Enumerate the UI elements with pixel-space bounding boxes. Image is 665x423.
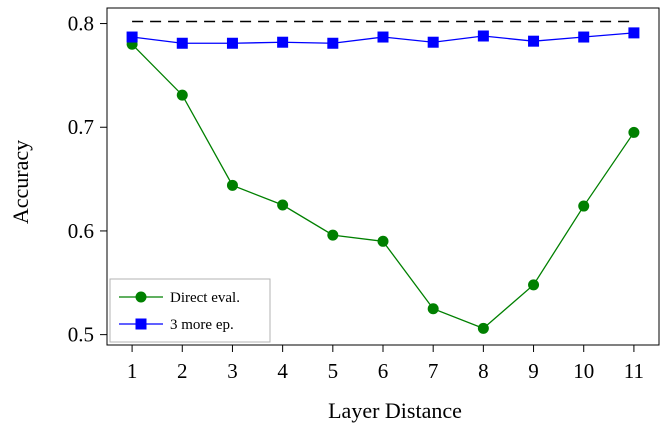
data-point bbox=[277, 199, 289, 211]
data-point bbox=[377, 235, 389, 247]
legend-marker bbox=[135, 318, 147, 330]
x-tick-label: 6 bbox=[378, 359, 389, 383]
y-tick-label: 0.7 bbox=[68, 115, 94, 139]
x-tick-label: 11 bbox=[624, 359, 644, 383]
data-point bbox=[176, 89, 188, 101]
x-tick-label: 9 bbox=[528, 359, 539, 383]
data-point bbox=[628, 27, 640, 39]
data-point bbox=[327, 37, 339, 49]
data-point bbox=[477, 322, 489, 334]
data-point bbox=[477, 30, 489, 42]
data-point bbox=[427, 36, 439, 48]
x-tick-label: 4 bbox=[277, 359, 288, 383]
data-point bbox=[327, 229, 339, 241]
x-tick-label: 10 bbox=[573, 359, 594, 383]
y-axis-label: Accuracy bbox=[8, 140, 33, 224]
legend: Direct eval. 3 more ep. bbox=[109, 278, 271, 343]
y-tick-label: 0.5 bbox=[68, 323, 94, 347]
data-point bbox=[277, 36, 289, 48]
data-point bbox=[578, 200, 590, 212]
x-tick-label: 1 bbox=[127, 359, 138, 383]
data-point bbox=[578, 31, 590, 43]
x-tick-label: 5 bbox=[328, 359, 339, 383]
x-axis-label: Layer Distance bbox=[328, 398, 462, 423]
legend-label: Direct eval. bbox=[170, 290, 240, 306]
y-tick-label: 0.8 bbox=[68, 12, 94, 36]
x-tick-label: 3 bbox=[227, 359, 238, 383]
data-point bbox=[528, 279, 540, 291]
legend-label: 3 more ep. bbox=[170, 317, 234, 333]
data-point bbox=[226, 37, 238, 49]
legend-box bbox=[109, 278, 271, 343]
data-point bbox=[126, 31, 138, 43]
legend-marker bbox=[135, 291, 147, 303]
data-point bbox=[427, 303, 439, 315]
data-point bbox=[176, 37, 188, 49]
x-tick-label: 7 bbox=[428, 359, 439, 383]
y-tick-label: 0.6 bbox=[68, 219, 94, 243]
x-tick-label: 8 bbox=[478, 359, 489, 383]
data-point bbox=[377, 31, 389, 43]
data-point bbox=[226, 179, 238, 191]
x-tick-label: 2 bbox=[177, 359, 188, 383]
data-point bbox=[528, 35, 540, 47]
data-point bbox=[628, 126, 640, 138]
